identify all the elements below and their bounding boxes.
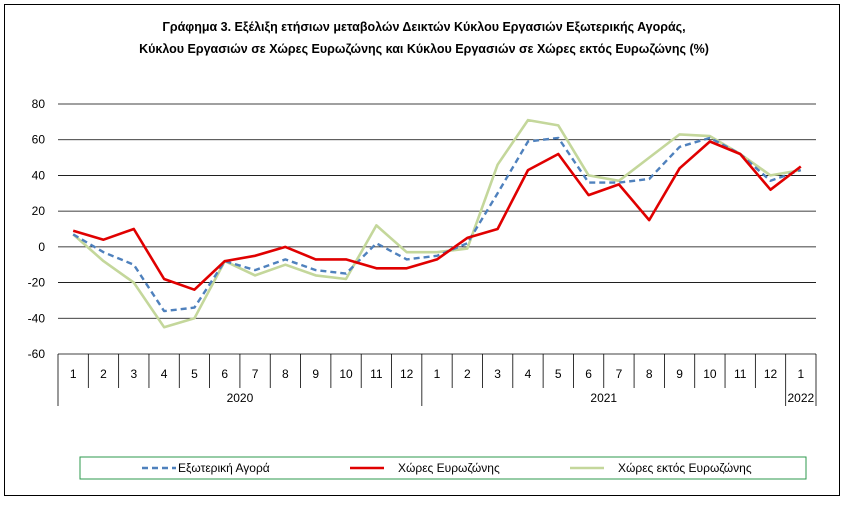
y-tick-label: 20 — [32, 204, 46, 218]
series-lines — [72, 118, 802, 329]
x-tick-label: 9 — [312, 367, 319, 381]
x-tick-label: 2 — [100, 367, 107, 381]
legend-label: Εξωτερική Αγορά — [178, 461, 270, 475]
x-tick-label: 11 — [734, 367, 747, 381]
x-tick-label: 4 — [161, 367, 168, 381]
x-tick-label: 6 — [585, 367, 592, 381]
y-tick-label: 60 — [32, 133, 46, 147]
x-tick-label: 6 — [221, 367, 228, 381]
x-tick-label: 12 — [400, 367, 414, 381]
series-line-2 — [72, 140, 802, 292]
y-tick-label: 80 — [32, 97, 46, 111]
x-tick-label: 8 — [646, 367, 653, 381]
x-tick-label: 1 — [70, 367, 77, 381]
x-tick-label: 3 — [494, 367, 501, 381]
gridlines — [58, 103, 816, 355]
chart-title-line-1: Γράφημα 3. Εξέλιξη ετήσιων μεταβολών Δει… — [162, 20, 685, 34]
series-line-3 — [72, 118, 802, 329]
y-tick-label: -20 — [28, 276, 46, 290]
year-label: 2020 — [227, 391, 254, 405]
x-tick-label: 3 — [130, 367, 137, 381]
y-tick-label: 40 — [32, 168, 46, 182]
y-tick-label: -60 — [28, 347, 46, 361]
x-tick-label: 8 — [282, 367, 289, 381]
x-tick-label: 4 — [525, 367, 532, 381]
y-axis-ticks: 80 60 40 20 0 -20 -40 -60 — [28, 97, 46, 361]
y-tick-label: 0 — [38, 240, 45, 254]
x-tick-label: 9 — [676, 367, 683, 381]
x-tick-label: 7 — [616, 367, 623, 381]
chart-title-line-2: Κύκλου Εργασιών σε Χώρες Ευρωζώνης και Κ… — [139, 42, 709, 56]
series-line-1 — [72, 136, 802, 313]
legend: Εξωτερική Αγορά Χώρες Ευρωζώνης Χώρες εκτό… — [79, 456, 807, 480]
x-tick-label: 2 — [464, 367, 471, 381]
legend-label: Χώρες εκτός Ευρωζώνης — [618, 461, 752, 475]
x-tick-label: 10 — [339, 367, 353, 381]
y-tick-label: -40 — [28, 311, 46, 325]
year-label: 2021 — [590, 391, 617, 405]
x-tick-label: 1 — [434, 367, 441, 381]
x-tick-label: 5 — [555, 367, 562, 381]
legend-label: Χώρες Ευρωζώνης — [398, 461, 500, 475]
x-tick-label: 5 — [191, 367, 198, 381]
x-tick-label: 12 — [764, 367, 778, 381]
legend-box — [79, 456, 807, 480]
x-tick-label: 7 — [252, 367, 259, 381]
chart-frame — [4, 4, 840, 496]
x-tick-label: 10 — [703, 367, 717, 381]
year-label: 2022 — [787, 391, 814, 405]
x-tick-label: 11 — [370, 367, 383, 381]
x-tick-label: 1 — [797, 367, 804, 381]
